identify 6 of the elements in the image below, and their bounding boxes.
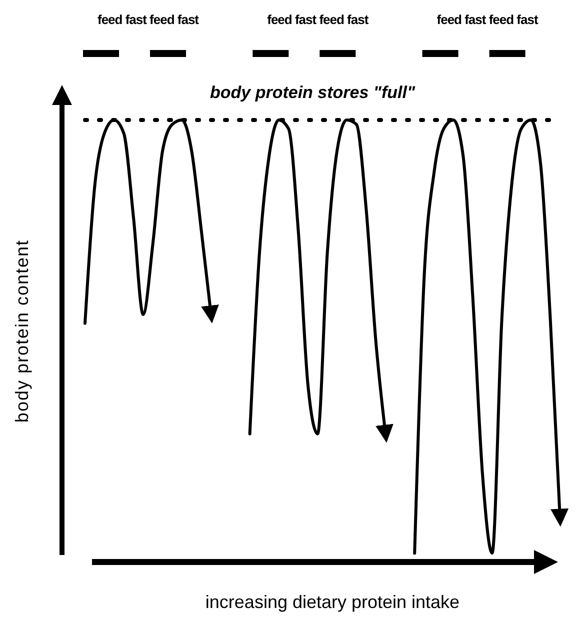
text: feed fast feed fast [97,12,200,27]
text: feed fast feed fast [436,12,539,27]
ref-line-label: body protein stores "full" [210,83,416,102]
text: feed fast feed fast [267,12,370,27]
x-axis-title: increasing dietary protein intake [205,592,460,612]
y-axis-title: body protein content [12,239,32,423]
